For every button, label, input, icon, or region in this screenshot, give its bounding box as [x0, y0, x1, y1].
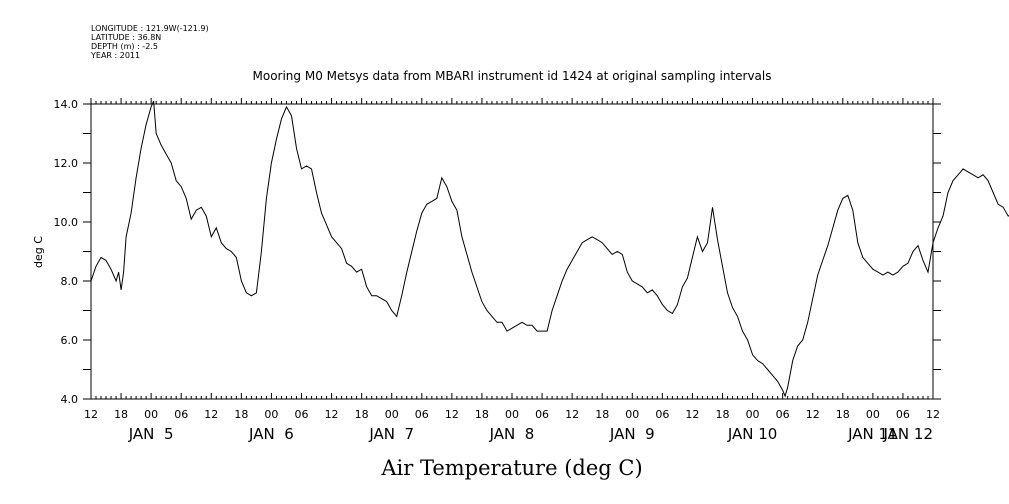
x-tick-label: 12 — [84, 408, 98, 421]
x-tick-label: 12 — [445, 408, 459, 421]
y-tick-labels: 4.0 6.0 8.0 10.0 12.0 14.0 — [54, 98, 79, 406]
x-tick-label: 12 — [806, 408, 820, 421]
x-tick-label: 18 — [475, 408, 489, 421]
x-tick-label: 06 — [174, 408, 188, 421]
x-tick-label: 00 — [144, 408, 158, 421]
y-tick-label: 12.0 — [54, 157, 79, 170]
x-tick-label: 00 — [385, 408, 399, 421]
x-tick-label: 00 — [625, 408, 639, 421]
day-label: JAN 9 — [609, 425, 655, 443]
day-labels: JAN 5 JAN 6 JAN 7 JAN 8 JAN 9 JAN 10 JAN 11JAN… — [128, 425, 933, 443]
y-axis-label: deg C — [32, 236, 45, 268]
x-tick-label: 18 — [114, 408, 128, 421]
day-label: JAN 8 — [489, 425, 535, 443]
chart-title: Mooring M0 Metsys data from MBARI instru… — [253, 69, 772, 83]
x-tick-label: 12 — [565, 408, 579, 421]
x-tick-label: 18 — [716, 408, 730, 421]
x-tick-label: 06 — [655, 408, 669, 421]
y-tick-label: 10.0 — [54, 216, 79, 229]
x-tick-label: 18 — [595, 408, 609, 421]
x-tick-label: 12 — [204, 408, 218, 421]
x-tick-labels: 12 18 00 06 12 18 00 06 12 18 00 06 12 18 00 06 12 18 00 06… — [84, 408, 940, 421]
tick-marks — [83, 98, 941, 400]
y-tick-label: 14.0 — [54, 98, 79, 111]
meta-longitude: LONGITUDE : 121.9W(-121.9) — [91, 24, 209, 33]
day-label: JAN 12 — [883, 425, 934, 443]
day-label: JAN 10 — [727, 425, 778, 443]
x-tick-label: 18 — [355, 408, 369, 421]
x-tick-label: 06 — [415, 408, 429, 421]
meta-year: YEAR : 2011 — [90, 51, 140, 60]
x-tick-label: 00 — [264, 408, 278, 421]
x-tick-label: 00 — [746, 408, 760, 421]
x-tick-label: 00 — [866, 408, 880, 421]
y-tick-label: 4.0 — [61, 393, 79, 406]
x-tick-label: 18 — [234, 408, 248, 421]
series-line-air-temperature — [90, 100, 1009, 398]
y-tick-label: 6.0 — [61, 334, 79, 347]
x-tick-label: 12 — [685, 408, 699, 421]
plot-frame — [90, 103, 934, 400]
x-tick-label: 00 — [505, 408, 519, 421]
x-tick-label: 12 — [325, 408, 339, 421]
x-tick-label: 18 — [836, 408, 850, 421]
day-label: JAN 11 — [847, 425, 898, 443]
day-label: JAN 6 — [248, 425, 294, 443]
meta-latitude: LATITUDE : 36.8N — [91, 33, 161, 42]
y-tick-label: 8.0 — [61, 275, 79, 288]
x-tick-label: 06 — [896, 408, 910, 421]
day-label: JAN 7 — [368, 425, 414, 443]
x-tick-label: 06 — [776, 408, 790, 421]
x-tick-label: 12 — [926, 408, 940, 421]
x-tick-label: 06 — [295, 408, 309, 421]
meta-depth: DEPTH (m) : -2.5 — [91, 42, 158, 51]
day-label: JAN 5 — [128, 425, 174, 443]
x-tick-label: 06 — [535, 408, 549, 421]
x-axis-label: Air Temperature (deg C) — [380, 456, 642, 480]
